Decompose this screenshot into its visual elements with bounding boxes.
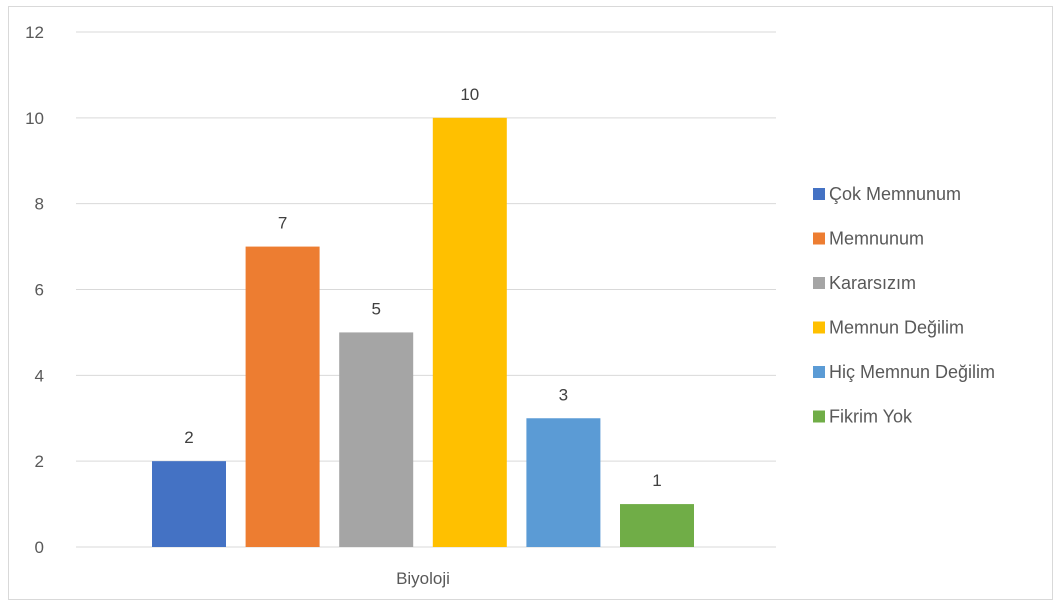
legend-label: Hiç Memnun Değilim [829, 362, 995, 382]
y-tick-label: 6 [35, 281, 44, 300]
y-tick-label: 0 [35, 538, 44, 557]
y-tick-label: 4 [35, 366, 44, 385]
legend-swatch [813, 188, 825, 200]
legend-item: Memnunum [813, 229, 924, 249]
y-axis-ticks: 0 2 4 6 8 10 12 [25, 23, 44, 557]
legend-item: Hiç Memnun Değilim [813, 362, 995, 382]
legend-item: Memnun Değilim [813, 318, 964, 338]
data-label: 5 [371, 299, 380, 318]
legend-swatch [813, 410, 825, 423]
data-label: 3 [559, 385, 568, 404]
legend-label: Çok Memnunum [829, 184, 961, 204]
legend-swatch [813, 232, 825, 245]
legend-label: Fikrim Yok [829, 407, 913, 427]
legend-label: Memnun Değilim [829, 318, 964, 338]
data-labels: 2 7 5 10 3 1 [184, 85, 661, 490]
y-tick-label: 2 [35, 452, 44, 471]
bar [432, 117, 507, 547]
data-label: 7 [278, 214, 287, 233]
legend-item: Çok Memnunum [813, 184, 961, 204]
bars [152, 117, 694, 548]
bar [620, 504, 694, 547]
bar [245, 246, 320, 548]
data-label: 2 [184, 428, 193, 447]
legend-item: Fikrim Yok [813, 407, 913, 427]
data-label: 1 [652, 471, 661, 490]
legend-swatch [813, 321, 825, 334]
bar [526, 418, 601, 547]
x-axis-categories: Biyoloji [396, 569, 450, 588]
legend-swatch [813, 366, 825, 378]
legend: Çok Memnunum Memnunum Kararsızım Memnun Değ… [813, 184, 995, 427]
bar [152, 461, 226, 547]
legend-label: Memnunum [829, 229, 924, 249]
legend-label: Kararsızım [829, 273, 916, 293]
category-label: Biyoloji [396, 569, 450, 588]
data-label: 10 [460, 85, 479, 104]
chart-frame: 0 2 4 6 8 10 12 2 7 5 10 3 1 Biyoloji Çok Memnunum M… [8, 6, 1053, 600]
y-tick-label: 10 [25, 109, 44, 128]
legend-swatch [813, 277, 825, 289]
legend-item: Kararsızım [813, 273, 916, 293]
bar [339, 332, 414, 547]
y-tick-label: 8 [35, 195, 44, 214]
bar-chart: 0 2 4 6 8 10 12 2 7 5 10 3 1 Biyoloji Çok Memnunum M… [25, 23, 995, 588]
y-tick-label: 12 [25, 23, 44, 42]
